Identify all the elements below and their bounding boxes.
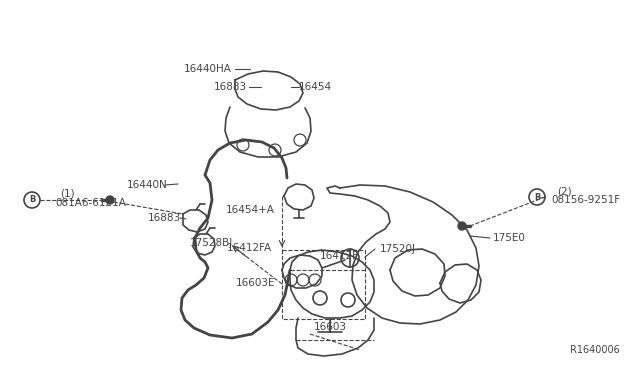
Text: 16440N: 16440N	[127, 180, 168, 190]
Text: B: B	[534, 192, 540, 202]
Text: (2): (2)	[557, 186, 572, 196]
Text: (1): (1)	[60, 188, 75, 198]
Text: 17520J: 17520J	[380, 244, 416, 254]
Circle shape	[106, 196, 114, 204]
Text: 17528BJ: 17528BJ	[190, 238, 233, 248]
Text: 16440HA: 16440HA	[184, 64, 232, 74]
Text: B: B	[29, 196, 35, 205]
Text: 16603: 16603	[314, 322, 346, 332]
Circle shape	[458, 222, 466, 230]
Text: 16454+A: 16454+A	[226, 205, 275, 215]
Text: 16412FA: 16412FA	[227, 243, 272, 253]
Text: 08156-9251F: 08156-9251F	[551, 195, 620, 205]
Text: 16883: 16883	[148, 213, 181, 223]
Text: R1640006: R1640006	[570, 345, 620, 355]
Text: 081A6-6121A: 081A6-6121A	[55, 198, 126, 208]
Text: 175E0: 175E0	[493, 233, 526, 243]
Text: 16454: 16454	[299, 82, 332, 92]
Text: 16603E: 16603E	[236, 278, 275, 288]
Text: 16412F: 16412F	[320, 251, 359, 261]
Text: 16883: 16883	[214, 82, 247, 92]
